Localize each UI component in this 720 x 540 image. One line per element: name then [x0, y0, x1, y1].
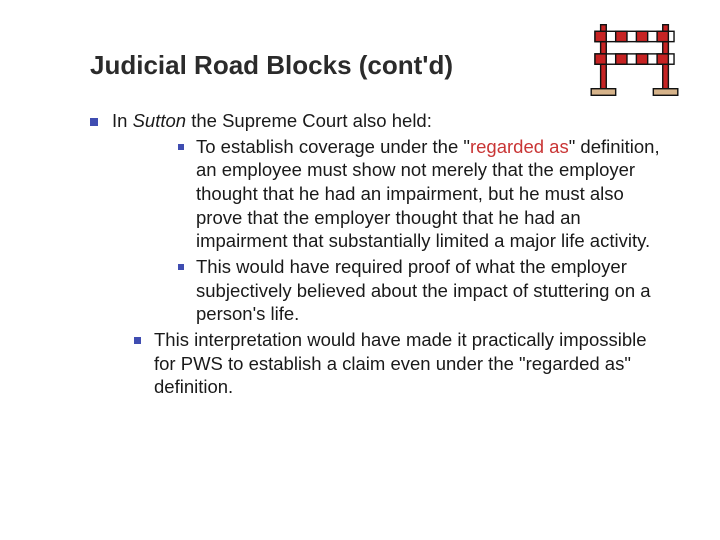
text-fragment: In — [112, 110, 133, 131]
text-fragment: To establish coverage under the " — [196, 136, 470, 157]
road-barrier-icon — [587, 20, 682, 100]
case-name-italic: Sutton — [133, 110, 187, 131]
bullet-level-2: This interpretation would have made it p… — [134, 328, 660, 399]
bullet-level-3: To establish coverage under the "regarde… — [178, 135, 660, 253]
text-fragment: the Supreme Court also held: — [186, 110, 432, 131]
bullet-text: This interpretation would have made it p… — [154, 328, 660, 399]
highlighted-term: regarded as — [470, 136, 569, 157]
slide-title: Judicial Road Blocks (cont'd) — [90, 50, 660, 81]
bullet-level-1: In Sutton the Supreme Court also held: — [90, 109, 660, 133]
bullet-square-icon — [134, 337, 141, 344]
bullet-square-icon — [90, 118, 98, 126]
bullet-text: This would have required proof of what t… — [196, 255, 660, 326]
bullet-text: To establish coverage under the "regarde… — [196, 135, 660, 253]
bullet-square-icon — [178, 144, 184, 150]
bullet-text: In Sutton the Supreme Court also held: — [112, 109, 432, 133]
bullet-level-3: This would have required proof of what t… — [178, 255, 660, 326]
bullet-square-icon — [178, 264, 184, 270]
